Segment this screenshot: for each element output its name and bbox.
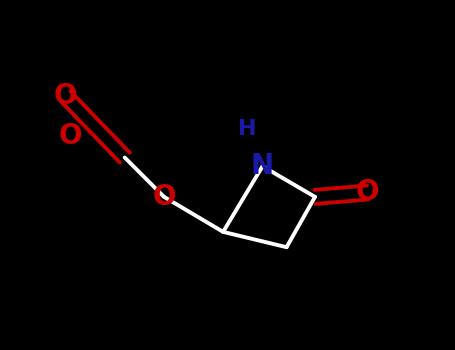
Text: O: O <box>54 82 77 110</box>
Text: O: O <box>356 178 379 206</box>
Text: N: N <box>251 152 274 180</box>
Text: O: O <box>152 183 176 211</box>
Text: H: H <box>238 119 257 139</box>
Text: O: O <box>58 122 82 150</box>
